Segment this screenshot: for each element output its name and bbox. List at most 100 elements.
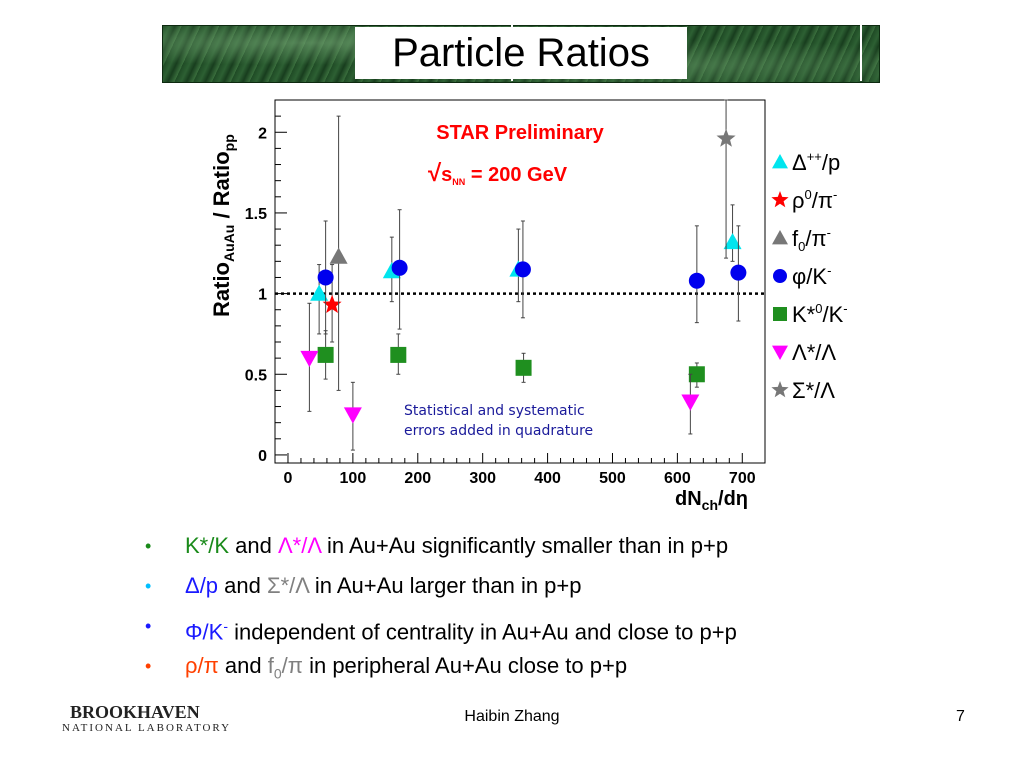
bullet-text: in Au+Au significantly smaller than in p… bbox=[320, 533, 729, 558]
label-segment: /K bbox=[822, 302, 843, 327]
bullet-text: and bbox=[218, 573, 267, 598]
label-segment: ρ bbox=[792, 188, 805, 213]
label-segment: - bbox=[827, 263, 831, 278]
label-segment: - bbox=[833, 187, 837, 202]
bullet-item: • Φ/K- independent of centrality in Au+Au… bbox=[145, 608, 1005, 648]
label-segment: Ratio bbox=[209, 262, 234, 317]
title-background bbox=[355, 27, 687, 79]
x-tick-label: 600 bbox=[664, 470, 691, 487]
data-point-triangle bbox=[772, 154, 788, 169]
label-segment: √ bbox=[428, 160, 442, 187]
data-point-triangle bbox=[310, 284, 329, 301]
data-point-circle bbox=[730, 264, 747, 281]
label-segment: - bbox=[843, 301, 847, 316]
label-segment: - bbox=[827, 225, 831, 240]
bullet-item: • ρ/π and f0/π in peripheral Au+Au close … bbox=[145, 648, 1005, 688]
x-axis-label: dNch/dη bbox=[675, 488, 748, 513]
label-segment: φ bbox=[792, 264, 806, 289]
data-point-triangle-down bbox=[772, 345, 788, 360]
data-point-circle bbox=[688, 272, 705, 289]
data-point-circle bbox=[317, 269, 334, 286]
legend-label: φ/K- bbox=[792, 263, 831, 289]
label-segment: /π bbox=[805, 226, 826, 251]
x-tick-label: 700 bbox=[729, 470, 756, 487]
data-point-square bbox=[317, 346, 334, 363]
legend-label: Λ*/Λ bbox=[792, 340, 836, 365]
x-tick-label: 0 bbox=[284, 470, 293, 487]
bullet-list: • K*/K and Λ*/Λ in Au+Au significantly sm… bbox=[145, 528, 1005, 688]
y-axis-label: RatioAuAu / Ratiopp bbox=[209, 134, 237, 317]
y-tick-label: 2 bbox=[258, 125, 267, 142]
data-point-star bbox=[771, 381, 789, 398]
data-point-triangle-down bbox=[681, 394, 700, 411]
chart-title: STAR Preliminary bbox=[436, 122, 604, 144]
legend-label: Δ++/p bbox=[792, 149, 840, 175]
label-segment: / Ratio bbox=[209, 151, 234, 224]
bullet-marker: • bbox=[145, 656, 152, 676]
y-tick-label: 0 bbox=[258, 448, 267, 465]
label-segment: s bbox=[441, 164, 452, 186]
data-point-triangle-down bbox=[343, 407, 362, 424]
x-tick-label: 500 bbox=[599, 470, 626, 487]
label-segment: 0 bbox=[815, 301, 822, 316]
label-segment: Σ*/Λ bbox=[792, 378, 835, 403]
plot-frame bbox=[274, 99, 766, 464]
label-segment: /dη bbox=[718, 488, 748, 510]
x-tick-label: 200 bbox=[404, 470, 431, 487]
y-tick-label: 0.5 bbox=[245, 367, 267, 384]
legend-label: K*0/K- bbox=[792, 301, 848, 327]
label-segment: AuAu bbox=[221, 225, 237, 262]
bullet-text: f bbox=[267, 653, 274, 678]
data-point-square bbox=[688, 366, 705, 383]
label-segment: /π bbox=[812, 188, 833, 213]
bullet-text: in peripheral Au+Au close to p+p bbox=[302, 653, 628, 678]
label-segment: Λ*/Λ bbox=[792, 340, 836, 365]
bullet-text: 0 bbox=[273, 665, 282, 682]
data-point-triangle bbox=[329, 247, 348, 264]
label-segment: 0 bbox=[798, 239, 805, 254]
label-segment: ++ bbox=[807, 149, 822, 164]
label-segment: ch bbox=[702, 497, 718, 513]
legend-label: Σ*/Λ bbox=[792, 378, 835, 403]
data-point-circle bbox=[514, 261, 531, 278]
bullet-text: Σ*/Λ bbox=[266, 573, 309, 598]
bullet-text: and bbox=[229, 533, 278, 558]
data-point-triangle bbox=[772, 230, 788, 245]
bullet-item: • K*/K and Λ*/Λ in Au+Au significantly sm… bbox=[145, 528, 1005, 568]
bullet-marker: • bbox=[145, 616, 152, 636]
y-tick-label: 1.5 bbox=[245, 206, 267, 223]
data-point-square bbox=[390, 346, 407, 363]
label-segment: Δ bbox=[792, 150, 807, 175]
label-segment: 0 bbox=[805, 187, 812, 202]
bullet-text: in Au+Au larger than in p+p bbox=[308, 573, 582, 598]
legend-label: f0/π- bbox=[792, 225, 831, 254]
data-point-star bbox=[771, 191, 789, 208]
label-segment: dN bbox=[675, 488, 702, 510]
slide-title: Particle Ratios bbox=[392, 31, 650, 75]
data-point-star bbox=[716, 128, 736, 147]
bullet-marker: • bbox=[145, 536, 152, 556]
chart-annotation: errors added in quadrature bbox=[404, 423, 593, 439]
title-banner-divider bbox=[860, 25, 862, 81]
page-number: 7 bbox=[956, 708, 965, 725]
chart-subtitle: √sNN = 200 GeV bbox=[428, 160, 568, 187]
x-tick-label: 300 bbox=[469, 470, 496, 487]
data-point-circle bbox=[773, 269, 787, 283]
bullet-text: and bbox=[218, 653, 268, 678]
legend-label: ρ0/π- bbox=[792, 187, 837, 213]
label-segment: /K bbox=[806, 264, 827, 289]
y-tick-label: 1 bbox=[258, 287, 267, 304]
bullet-text: Φ/K bbox=[185, 619, 224, 645]
brookhaven-logo: BROOKHAVEN NATIONAL LABORATORY bbox=[50, 702, 240, 744]
label-segment: = 200 GeV bbox=[465, 164, 567, 186]
data-point-circle bbox=[391, 259, 408, 276]
footer-author: Haibin Zhang bbox=[464, 708, 560, 725]
data-point-triangle bbox=[723, 232, 742, 250]
label-segment: NN bbox=[452, 177, 465, 187]
data-point-square bbox=[515, 359, 532, 376]
data-point-star bbox=[322, 294, 342, 313]
ratio-chart: 0 100 200 300 400 500 600 700 0 0.5 1 1.5 2 STAR Prel… bbox=[209, 99, 848, 513]
bullet-text: K*/K bbox=[185, 533, 230, 558]
logo-subtitle: NATIONAL LABORATORY bbox=[62, 722, 232, 734]
bullet-text: /π bbox=[281, 653, 303, 678]
